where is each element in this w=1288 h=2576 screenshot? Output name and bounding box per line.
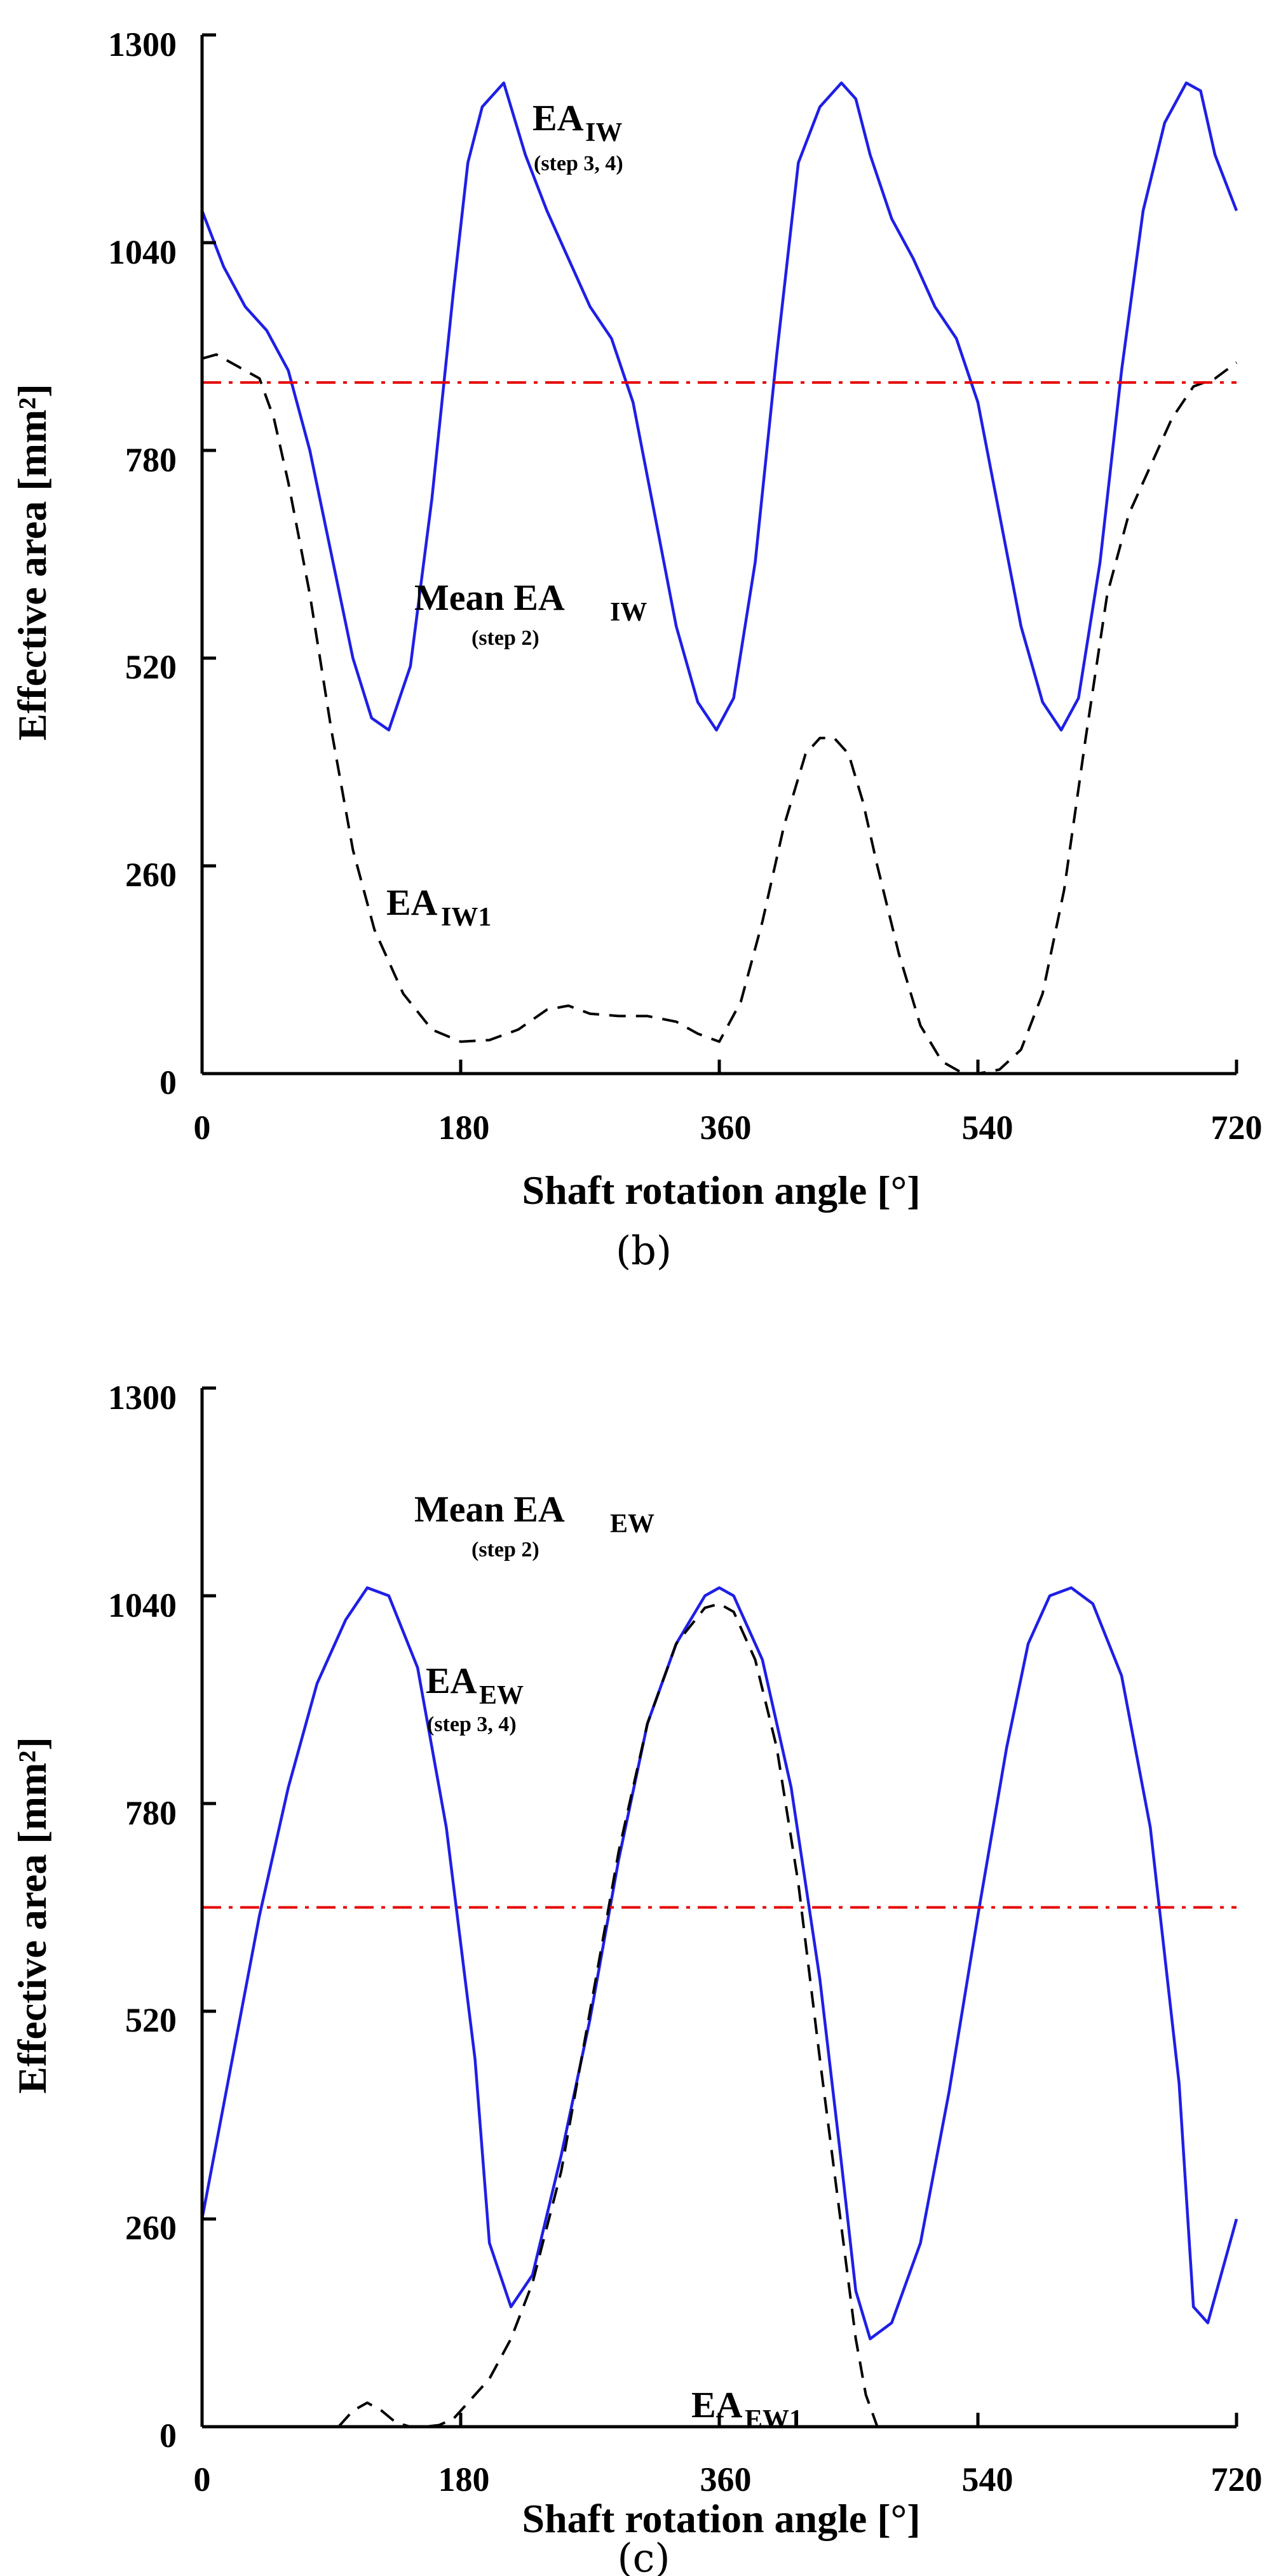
x-tick-label: 180 [438,1109,490,1147]
series-line-ea-ew1 [337,1602,879,2428]
y-tick-label: 780 [125,441,177,479]
annotation-ea-ew1: EA EW1 [691,2384,803,2434]
y-tick-label: 520 [125,2001,177,2039]
annotation-step: (step 2) [471,1538,539,1561]
x-axis-title: Shaft rotation angle [°] [522,1168,920,1213]
annotation-subscript: IW1 [441,903,491,932]
x-tick-label: 720 [1211,1109,1263,1147]
y-tick-label: 0 [159,2417,177,2455]
annotation-subscript: EW1 [745,2405,803,2434]
y-tick-label: 1040 [108,1586,177,1624]
y-tick-labels: 0 260 520 780 1040 1300 [108,25,177,1102]
axes-frame [200,33,1238,1076]
y-tick-label: 520 [125,648,177,686]
panel-label: (b) [616,1227,672,1274]
panel-label: (c) [617,2535,670,2576]
x-tick-label: 720 [1211,2460,1263,2498]
annotation-text: EA [386,882,438,923]
chart-panel-c: 0 260 520 780 1040 1300 0 180 360 540 72… [10,1379,1263,2576]
chart-panel-b: 0 260 520 780 1040 1300 0 180 360 540 72… [10,25,1263,1274]
x-tick-labels: 0 180 360 540 720 [194,1109,1263,1147]
y-tick-label: 1300 [108,1379,177,1417]
x-tick-label: 540 [962,2460,1013,2498]
series-line-ea-ew-step-3-4 [200,1586,1238,2340]
annotation-subscript: EW [610,1509,654,1539]
annotation-text: Mean EA [414,577,565,618]
annotation-step: (step 3, 4) [427,1713,517,1736]
series-layer [200,1586,1238,2428]
annotation-step: (step 3, 4) [534,152,623,175]
annotation-subscript: IW [585,118,622,147]
annotation-ea-ew: EA EW (step 3, 4) [426,1660,524,1736]
annotation-mean-ea-ew: Mean EA EW (step 2) [414,1488,654,1561]
annotation-subscript: IW [610,598,647,627]
x-tick-label: 0 [194,2460,211,2498]
annotation-ea-iw: EA IW (step 3, 4) [532,97,623,175]
y-tick-label: 0 [159,1063,177,1102]
x-tick-label: 180 [438,2460,490,2498]
annotation-text: EA [532,97,584,138]
annotation-step: (step 2) [471,626,539,650]
x-tick-labels: 0 180 360 540 720 [194,2460,1263,2498]
y-tick-label: 260 [125,2209,177,2247]
annotation-ea-iw1: EA IW1 [386,882,491,932]
x-tick-label: 540 [962,1109,1013,1147]
x-tick-label: 360 [700,2460,752,2498]
annotation-mean-ea-iw: Mean EA IW (step 2) [414,577,647,650]
x-tick-label: 0 [194,1109,211,1147]
annotation-text: EA [691,2384,743,2425]
series-line-ea-iw1 [201,353,1238,1075]
y-tick-label: 1300 [108,25,177,64]
y-axis-title: Effective area [mm²] [10,1737,55,2094]
annotation-text: EA [426,1660,477,1701]
annotation-subscript: EW [479,1681,524,1710]
series-line-ea-iw-step-3-4 [200,81,1238,732]
series-layer [200,81,1238,1075]
y-tick-labels: 0 260 520 780 1040 1300 [108,1379,177,2455]
axes-frame [200,1386,1238,2429]
y-tick-label: 780 [125,1794,177,1832]
y-axis-title: Effective area [mm²] [10,384,55,741]
y-tick-label: 1040 [108,233,177,271]
y-tick-label: 260 [125,856,177,894]
annotation-text: Mean EA [414,1488,565,1530]
x-tick-label: 360 [700,1109,752,1147]
x-axis-title: Shaft rotation angle [°] [522,2496,920,2541]
